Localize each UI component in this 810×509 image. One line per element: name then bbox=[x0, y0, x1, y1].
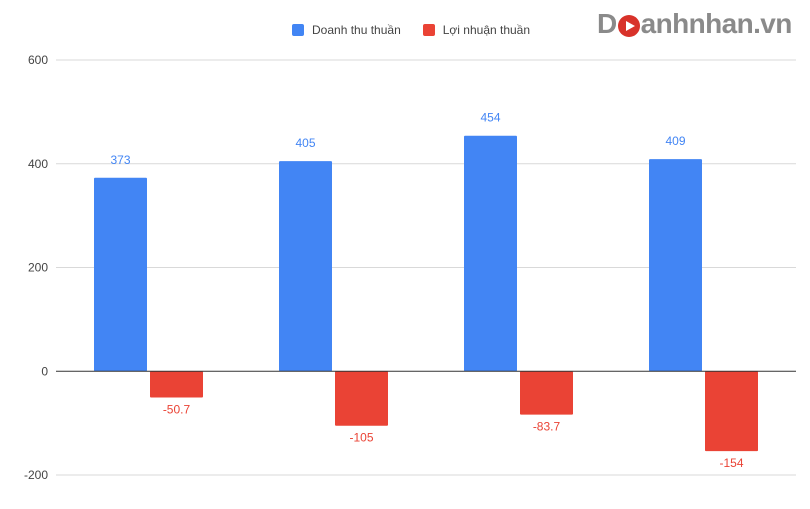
data-label-profit: -50.7 bbox=[163, 403, 191, 417]
bar-profit bbox=[150, 371, 203, 398]
legend-item-profit: Lợi nhuận thuần bbox=[422, 23, 531, 37]
data-label-profit: -105 bbox=[349, 431, 373, 445]
y-tick-label: 200 bbox=[28, 261, 48, 275]
bar-profit bbox=[705, 371, 758, 452]
data-label-profit: -154 bbox=[719, 456, 743, 470]
bar-profit bbox=[520, 371, 573, 415]
label-layer: 373 -50.7 405 -105 454 -83.7 409 -154 bbox=[110, 111, 743, 470]
logo-letter-d: D bbox=[597, 8, 617, 39]
axis-layer: 600 400 200 0 -200 bbox=[24, 53, 796, 482]
y-tick-label: -200 bbox=[24, 468, 48, 482]
y-tick-label: 400 bbox=[28, 157, 48, 171]
legend-swatch-profit bbox=[422, 24, 435, 36]
doanhnhan-logo: D anhnhan.vn bbox=[597, 6, 792, 42]
logo-play-icon bbox=[617, 15, 640, 37]
data-label-revenue: 454 bbox=[480, 111, 500, 125]
bar-revenue bbox=[279, 161, 332, 372]
legend: Doanh thu thuần Lợi nhuận thuần bbox=[292, 20, 530, 40]
data-label-revenue: 405 bbox=[295, 136, 315, 150]
legend-label-profit: Lợi nhuận thuần bbox=[442, 23, 531, 37]
legend-label-revenue: Doanh thu thuần bbox=[312, 23, 401, 37]
bar-layer bbox=[94, 135, 758, 452]
bar-profit bbox=[335, 371, 388, 426]
y-tick-label: 600 bbox=[28, 53, 48, 67]
legend-swatch-revenue bbox=[292, 24, 304, 36]
bar-revenue bbox=[464, 135, 517, 372]
bar-revenue bbox=[649, 159, 702, 372]
y-tick-label: 0 bbox=[41, 364, 48, 378]
data-label-profit: -83.7 bbox=[533, 420, 561, 434]
bar-revenue bbox=[94, 177, 147, 372]
data-label-revenue: 373 bbox=[110, 153, 130, 167]
data-label-revenue: 409 bbox=[665, 134, 685, 148]
logo-text: anhnhan.vn bbox=[640, 8, 793, 39]
legend-item-revenue: Doanh thu thuần bbox=[292, 23, 401, 37]
